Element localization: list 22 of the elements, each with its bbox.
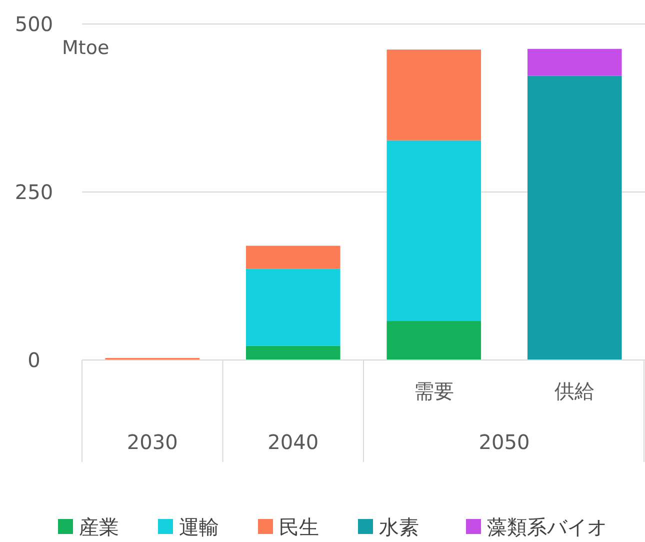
bar [527,48,622,76]
bar [386,140,482,322]
bar [527,76,622,360]
bar [246,268,340,346]
legend-label: 藻類系バイオ [487,515,607,539]
bar [246,246,340,269]
bar [386,50,482,140]
y-tick-label: 0 [28,348,40,372]
legend-label: 民生 [279,515,319,539]
bar [246,346,340,360]
x-tick-label: 需要 [414,379,454,403]
legend-label: 運輸 [179,515,219,539]
x-tick-label: 2040 [268,430,319,454]
y-axis-title: Mtoe [62,37,110,59]
x-tick-label: 供給 [554,379,595,403]
x-tick-label: 2030 [126,430,178,454]
text: 2050 [478,430,530,454]
legend-label: 産業 [79,515,119,539]
bar [386,321,482,360]
legend-label: 水素 [379,515,419,539]
y-tick-label: 500 [14,12,54,36]
y-tick-label: 250 [14,180,54,204]
